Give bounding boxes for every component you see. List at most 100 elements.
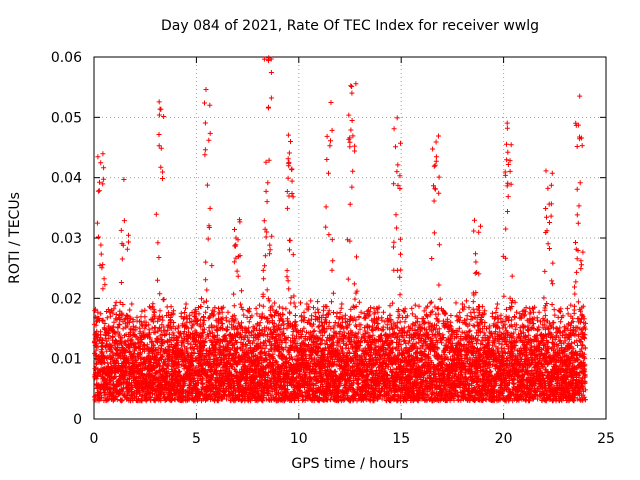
data-point bbox=[349, 118, 355, 123]
data-point bbox=[201, 315, 206, 321]
data-point bbox=[139, 308, 145, 314]
data-point bbox=[117, 299, 123, 305]
data-point bbox=[308, 298, 314, 304]
data-point bbox=[100, 262, 106, 268]
data-point bbox=[119, 335, 125, 341]
data-point bbox=[198, 304, 204, 309]
data-point bbox=[241, 312, 247, 318]
data-point bbox=[203, 309, 209, 315]
data-point bbox=[276, 304, 282, 310]
data-point bbox=[156, 255, 162, 260]
data-point bbox=[263, 188, 269, 194]
data-point bbox=[334, 310, 340, 316]
data-point bbox=[127, 316, 133, 322]
data-point bbox=[150, 301, 156, 307]
data-point bbox=[157, 291, 163, 297]
data-point bbox=[157, 316, 163, 322]
data-point bbox=[367, 397, 373, 403]
x-tick-label: 15 bbox=[392, 431, 410, 447]
data-point bbox=[345, 276, 351, 282]
data-point bbox=[147, 330, 153, 336]
data-point bbox=[155, 240, 161, 246]
data-point bbox=[155, 345, 161, 351]
data-point bbox=[142, 325, 148, 331]
grid-lines bbox=[94, 57, 606, 419]
data-point bbox=[234, 268, 240, 274]
data-point bbox=[267, 242, 273, 248]
data-point bbox=[257, 302, 263, 308]
data-point bbox=[111, 306, 117, 312]
data-point bbox=[352, 296, 358, 302]
data-point bbox=[278, 322, 284, 328]
data-point bbox=[147, 335, 153, 341]
data-point bbox=[117, 391, 123, 396]
data-point bbox=[101, 326, 107, 332]
data-point bbox=[101, 276, 107, 282]
data-point bbox=[104, 348, 110, 354]
data-point bbox=[142, 343, 148, 349]
data-point bbox=[158, 164, 164, 170]
data-point bbox=[286, 286, 292, 292]
data-point bbox=[110, 310, 116, 316]
data-point bbox=[290, 329, 296, 335]
axis-ticks: 00.010.020.030.040.050.060 5 10 15 20 25 bbox=[51, 50, 615, 447]
data-point bbox=[260, 267, 266, 273]
data-point bbox=[280, 305, 286, 311]
data-point bbox=[350, 168, 356, 174]
y-tick-label: 0 bbox=[73, 412, 82, 428]
data-point bbox=[338, 305, 344, 311]
data-point bbox=[107, 377, 113, 383]
data-point bbox=[264, 199, 270, 205]
data-point bbox=[130, 317, 136, 323]
data-point bbox=[225, 309, 231, 315]
data-point bbox=[127, 307, 133, 313]
data-point bbox=[349, 90, 355, 96]
data-point bbox=[286, 193, 292, 199]
data-point bbox=[231, 291, 237, 297]
data-point bbox=[284, 274, 290, 280]
data-point bbox=[150, 319, 156, 325]
data-point bbox=[154, 369, 159, 375]
data-point bbox=[261, 218, 267, 224]
data-point bbox=[326, 232, 332, 238]
data-point bbox=[132, 341, 138, 347]
data-point bbox=[205, 236, 211, 242]
data-point bbox=[129, 301, 135, 307]
data-point bbox=[155, 335, 161, 341]
data-point bbox=[209, 263, 215, 269]
data-point bbox=[160, 169, 166, 175]
data-point bbox=[267, 247, 273, 253]
data-point bbox=[356, 315, 362, 321]
data-point bbox=[118, 280, 124, 285]
data-point bbox=[203, 277, 209, 283]
data-point bbox=[126, 381, 132, 387]
data-point bbox=[102, 360, 108, 366]
data-point bbox=[323, 204, 329, 210]
data-point bbox=[291, 300, 297, 306]
data-point bbox=[142, 307, 148, 313]
data-point bbox=[134, 360, 140, 366]
data-point bbox=[260, 294, 266, 300]
data-point bbox=[285, 175, 291, 181]
data-point bbox=[160, 176, 165, 181]
data-point bbox=[104, 338, 110, 344]
data-point bbox=[329, 267, 335, 273]
data-point bbox=[237, 301, 243, 307]
data-point bbox=[287, 310, 293, 316]
data-point bbox=[201, 318, 207, 323]
data-point bbox=[204, 298, 209, 304]
data-point bbox=[161, 296, 167, 302]
data-point bbox=[204, 182, 210, 188]
data-point bbox=[139, 322, 145, 328]
data-point bbox=[203, 259, 209, 265]
data-point bbox=[100, 286, 106, 292]
data-point bbox=[155, 339, 160, 345]
data-point bbox=[117, 322, 123, 328]
data-point bbox=[95, 334, 100, 340]
data-point bbox=[265, 180, 271, 186]
data-point bbox=[286, 159, 292, 165]
data-point bbox=[283, 306, 289, 312]
data-point bbox=[119, 256, 125, 262]
data-point bbox=[156, 132, 162, 137]
data-point bbox=[331, 310, 336, 315]
